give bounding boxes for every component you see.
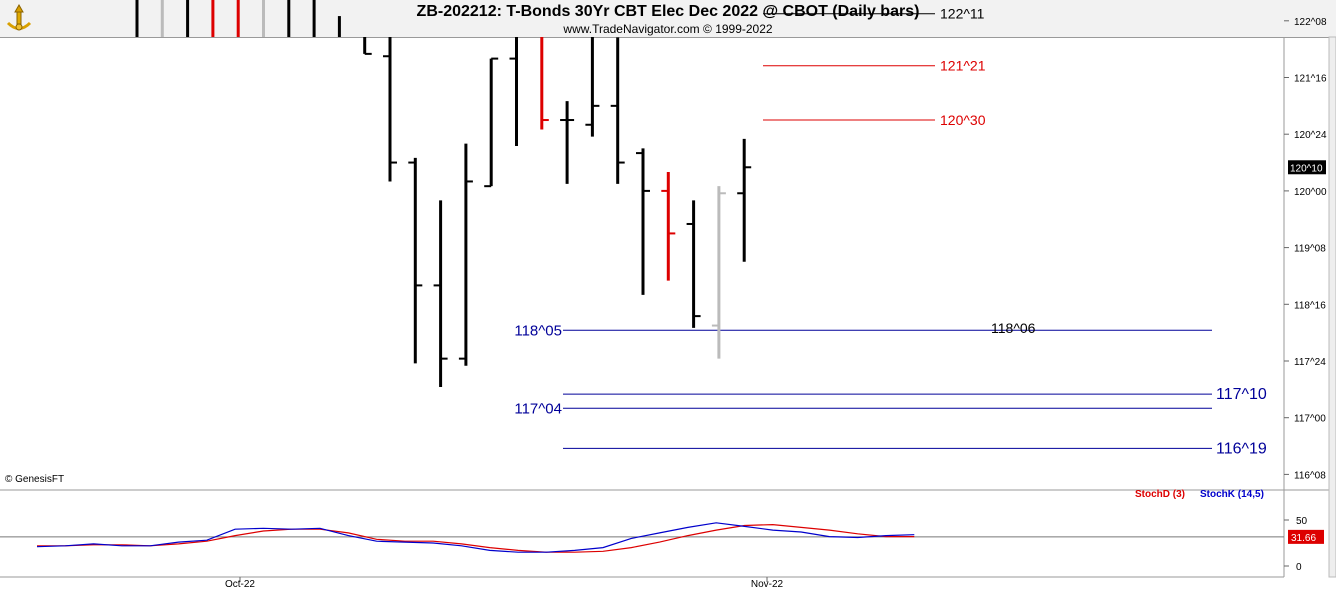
- price-axis-label: 116^08: [1294, 470, 1326, 481]
- ohlc-bar: [186, 0, 190, 37]
- ohlc-bar: [585, 37, 600, 137]
- level-label: 117^10: [1216, 386, 1267, 403]
- level-label: 118^06: [991, 320, 1036, 336]
- price-axis-label: 120^24: [1294, 130, 1327, 141]
- current-price-tag: [1288, 160, 1326, 175]
- chart-subtitle: www.TradeNavigator.com © 1999-2022: [563, 22, 773, 36]
- stochk-legend: StochK (14,5): [1200, 489, 1264, 500]
- time-axis-label: Nov-22: [751, 579, 784, 590]
- trade-navigator-logo-icon: [6, 3, 32, 31]
- level-label: 118^05: [514, 322, 562, 339]
- stoch-value-tag: [1288, 529, 1324, 544]
- ohlc-bar: [287, 0, 291, 37]
- ohlc-bar: [540, 37, 549, 130]
- ohlc-bar: [661, 172, 676, 281]
- ohlc-bar: [610, 37, 625, 184]
- ohlc-bar: [711, 186, 726, 359]
- ohlc-bar: [686, 200, 701, 328]
- level-label: 122^11: [940, 6, 985, 22]
- ohlc-bar: [737, 138, 752, 262]
- stoch-series-line: [36, 522, 915, 553]
- price-axis-label: 122^08: [1294, 17, 1327, 28]
- chart-title-bar: ZB-202212: T-Bonds 30Yr CBT Elec Dec 202…: [0, 0, 1336, 38]
- stoch-value-label: 31.66: [1291, 533, 1316, 544]
- ohlc-bar: [509, 37, 518, 147]
- stochd-legend: StochD (3): [1135, 489, 1185, 500]
- ohlc-bar: [211, 0, 215, 37]
- ohlc-bar: [433, 200, 448, 387]
- current-price-label: 120^10: [1290, 163, 1323, 174]
- copyright-label: © GenesisFT: [5, 474, 65, 485]
- price-axis-label: 117^00: [1294, 414, 1326, 425]
- stoch-axis-label: 0: [1296, 562, 1302, 573]
- stoch-axis-label: 50: [1296, 516, 1308, 527]
- price-axis-label: 120^00: [1294, 187, 1327, 198]
- ohlc-bar: [363, 37, 372, 55]
- price-axis-label: 119^08: [1294, 244, 1326, 255]
- ohlc-bar: [312, 0, 316, 37]
- ohlc-bar: [484, 57, 499, 188]
- ohlc-bar: [458, 143, 473, 366]
- chart-title: ZB-202212: T-Bonds 30Yr CBT Elec Dec 202…: [416, 3, 920, 20]
- price-axis-label: 118^16: [1294, 300, 1326, 311]
- price-axis-label: 121^16: [1294, 74, 1327, 85]
- stoch-series-line: [37, 523, 915, 553]
- ohlc-bar: [337, 16, 341, 37]
- ohlc-bar: [560, 101, 575, 184]
- ohlc-bar: [636, 148, 650, 295]
- level-label: 121^21: [940, 58, 986, 74]
- scrollbar: [1328, 36, 1336, 578]
- ohlc-bar: [236, 0, 240, 37]
- level-label: 120^30: [940, 112, 986, 128]
- level-label: 117^04: [514, 400, 562, 417]
- time-axis-label: Oct-22: [225, 579, 255, 590]
- ohlc-bar: [408, 157, 423, 364]
- ohlc-bar: [262, 0, 265, 37]
- ohlc-bar: [383, 37, 397, 182]
- level-label: 116^19: [1216, 440, 1267, 457]
- price-axis-label: 117^24: [1294, 357, 1326, 368]
